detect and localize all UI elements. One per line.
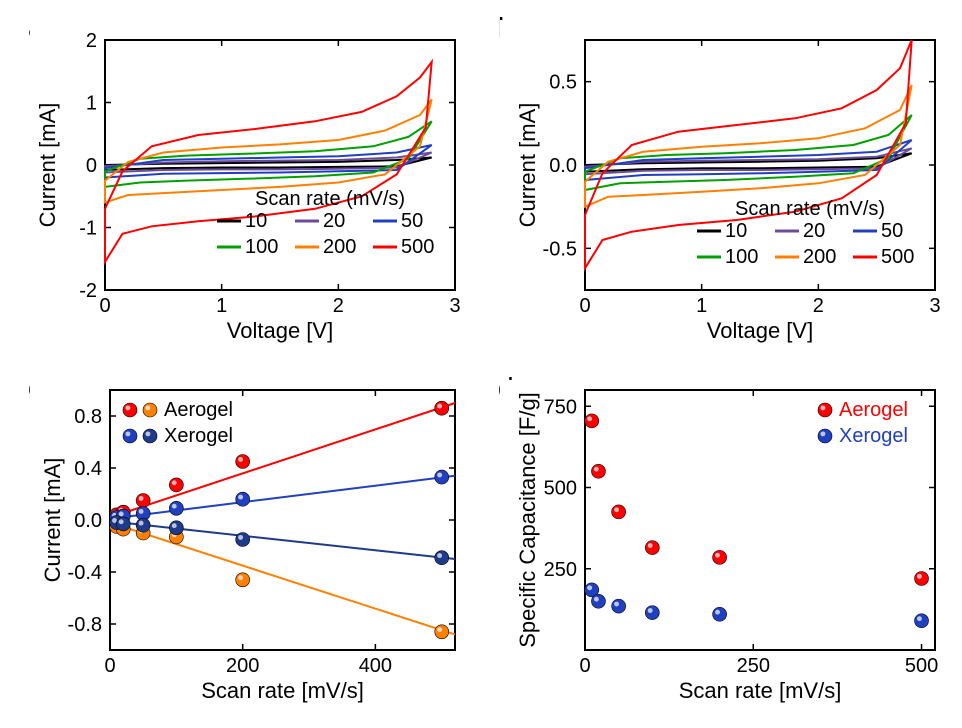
svg-text:200: 200 [226, 655, 259, 677]
svg-text:-0.5: -0.5 [543, 238, 577, 260]
svg-text:0: 0 [86, 155, 97, 177]
svg-text:Voltage [V]: Voltage [V] [227, 318, 333, 343]
svg-text:0: 0 [579, 295, 590, 317]
svg-text:500: 500 [881, 246, 914, 268]
svg-text:Specific Capacitance [F/g]: Specific Capacitance [F/g] [515, 392, 540, 648]
svg-text:Current [mA]: Current [mA] [35, 103, 60, 228]
svg-text:20: 20 [803, 220, 825, 242]
svg-text:1: 1 [216, 295, 227, 317]
svg-text:1: 1 [696, 295, 707, 317]
svg-text:750: 750 [544, 396, 577, 418]
svg-text:250: 250 [737, 655, 770, 677]
svg-text:0.0: 0.0 [549, 155, 577, 177]
svg-text:2: 2 [813, 295, 824, 317]
svg-text:3: 3 [929, 295, 940, 317]
svg-text:Scan rate [mV/s]: Scan rate [mV/s] [201, 678, 364, 703]
svg-text:200: 200 [323, 236, 356, 258]
svg-text:500: 500 [905, 655, 938, 677]
svg-text:50: 50 [881, 220, 903, 242]
svg-text:400: 400 [359, 655, 392, 677]
svg-text:2: 2 [86, 30, 97, 52]
svg-text:0: 0 [579, 655, 590, 677]
svg-text:20: 20 [323, 210, 345, 232]
svg-text:3: 3 [449, 295, 460, 317]
svg-text:0: 0 [99, 295, 110, 317]
svg-text:Current [mA]: Current [mA] [40, 458, 65, 583]
svg-text:500: 500 [544, 478, 577, 500]
svg-text:Xerogel: Xerogel [164, 425, 233, 447]
svg-text:50: 50 [401, 210, 423, 232]
svg-text:1: 1 [86, 93, 97, 115]
svg-text:10: 10 [245, 210, 267, 232]
svg-text:-2: -2 [79, 280, 97, 302]
svg-text:10: 10 [725, 220, 747, 242]
svg-text:-0.8: -0.8 [68, 614, 102, 636]
panel-a-chart: 0123-2-1012Voltage [V]Current [mA]Scan r… [30, 20, 475, 350]
svg-text:2: 2 [333, 295, 344, 317]
svg-text:0: 0 [104, 655, 115, 677]
svg-text:0.5: 0.5 [549, 72, 577, 94]
svg-text:0.8: 0.8 [74, 406, 102, 428]
svg-text:Voltage [V]: Voltage [V] [707, 318, 813, 343]
svg-text:500: 500 [401, 236, 434, 258]
svg-text:0.0: 0.0 [74, 510, 102, 532]
figure: a 0123-2-1012Voltage [V]Current [mA]Scan… [10, 10, 952, 718]
svg-text:250: 250 [544, 559, 577, 581]
svg-text:Aerogel: Aerogel [839, 399, 908, 421]
svg-text:0.4: 0.4 [74, 458, 102, 480]
svg-text:100: 100 [245, 236, 278, 258]
svg-text:Aerogel: Aerogel [164, 399, 233, 421]
svg-text:Xerogel: Xerogel [839, 425, 908, 447]
svg-text:Current [mA]: Current [mA] [515, 103, 540, 228]
svg-text:-0.4: -0.4 [68, 562, 102, 584]
svg-text:Scan rate [mV/s]: Scan rate [mV/s] [679, 678, 842, 703]
panel-d-chart: 0 250 500 250 500 750 Scan rate [mV/s] Specific… [500, 380, 955, 710]
svg-text:100: 100 [725, 246, 758, 268]
panel-b-chart: 0 1 2 3 -0.5 0.0 0.5 Voltage [V] Current [mA] Sca… [500, 20, 955, 350]
svg-text:-1: -1 [79, 218, 97, 240]
svg-text:Scan rate (mV/s): Scan rate (mV/s) [735, 198, 885, 220]
svg-text:200: 200 [803, 246, 836, 268]
panel-c-chart: 0 200 400 -0.8 -0.4 0.0 0.4 0.8 Scan rate [mV/s]… [30, 380, 475, 710]
svg-text:Scan rate (mV/s): Scan rate (mV/s) [255, 188, 405, 210]
